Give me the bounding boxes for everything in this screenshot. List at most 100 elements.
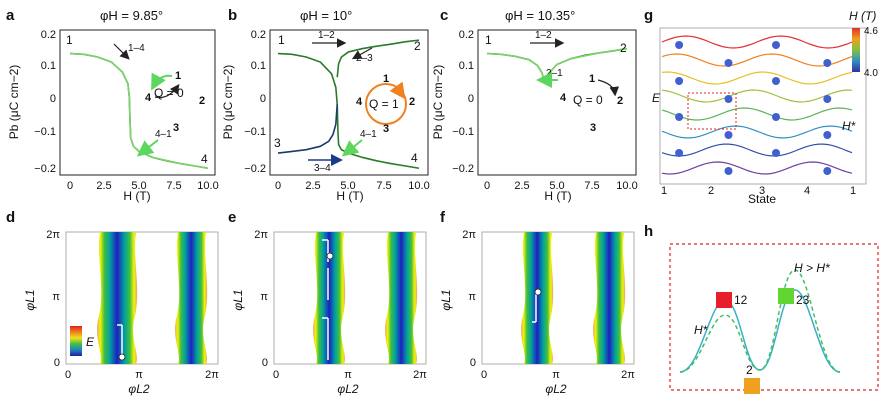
energy-legend-bar [70, 326, 82, 356]
hgt-label: H > H* [794, 261, 830, 275]
x-tick-label: 7.5 [584, 180, 599, 192]
x-tick-label: 0 [481, 369, 487, 381]
plot-area-a [69, 52, 209, 170]
y-tick-label: −0.2 [34, 163, 56, 175]
y-axis-label: Pb (μC cm−2) [7, 65, 21, 140]
arrow-label-3-4: 3–4 [314, 163, 331, 174]
y-axis-label: Pb (μC cm−2) [221, 65, 235, 140]
y-tick-label: 0.2 [459, 29, 474, 41]
state-label: 2 [199, 95, 205, 107]
y-axis-label: φL1 [439, 289, 453, 310]
x-axis-label: State [748, 192, 776, 206]
landscape-hgt [679, 269, 841, 373]
energy-stripe [313, 232, 346, 364]
panel-d-label: d [6, 209, 15, 226]
landscape-curve [661, 125, 853, 139]
state-tick: 3 [759, 185, 765, 197]
y-tick-label: −0.2 [244, 163, 266, 175]
green-arrow [151, 72, 173, 91]
energy-stripe [175, 232, 208, 364]
y-tick-labels: 0.2 0.1 0 −0.1 −0.2 [34, 29, 56, 175]
y-axis-label: φL1 [23, 289, 37, 310]
arrow-label-2-3: 2–3 [356, 53, 373, 64]
arrow-label-1-2: 1–2 [318, 30, 335, 41]
y-tick-label: 0.1 [251, 60, 266, 72]
state-dot [675, 149, 684, 157]
panel-c-label: c [440, 7, 448, 24]
series-line-2 [277, 104, 339, 154]
state-label: 1 [278, 33, 285, 47]
orange-loop [365, 83, 407, 125]
state-dot [772, 113, 780, 121]
y-tick-label: π [468, 291, 476, 303]
panel-a-title: φH = 9.85° [100, 8, 163, 23]
state-label: 2 [409, 96, 415, 108]
arrow-2-3 [351, 47, 373, 60]
y-tick-label: 2π [462, 229, 476, 241]
state-label: 2 [620, 41, 627, 55]
axes-frame [269, 29, 429, 176]
state-label: 2 [617, 95, 623, 107]
plot-area-b [277, 39, 420, 170]
y-tick-label: 2π [254, 229, 268, 241]
highlight-box [687, 92, 737, 130]
state-dot [823, 131, 832, 139]
panel-b-title: φH = 10° [300, 8, 352, 23]
landscape-curve [661, 143, 853, 157]
state-label: 3 [173, 122, 179, 134]
axes-frame [273, 231, 427, 365]
x-tick-label: 2π [205, 369, 219, 381]
state-dot [772, 149, 780, 157]
panel-d: d E 2π π 0 0 π 2π φL1 φL2 [6, 209, 219, 396]
state-marker [326, 252, 334, 260]
x-tick-label: 2π [413, 369, 427, 381]
state-label: 3 [274, 136, 281, 150]
path-trace [532, 292, 537, 323]
arrow-label-4-1: 4–1 [360, 129, 377, 140]
x-tick-label: π [552, 369, 560, 381]
panel-g-label: g [644, 7, 653, 24]
x-tick-label: 10.0 [197, 180, 218, 192]
state-dot [675, 77, 684, 85]
x-tick-label: 0 [484, 180, 490, 192]
state-label: 1 [175, 70, 181, 82]
loop-arrowhead [389, 81, 406, 100]
black-arrow [597, 79, 620, 97]
y-tick-label: −0.1 [452, 126, 474, 138]
x-tick-label: 5.0 [131, 180, 146, 192]
y-tick-label: π [52, 291, 60, 303]
arrow-label-4-1: 4–1 [155, 129, 172, 140]
state-dot [772, 77, 780, 85]
box-label-12: 12 [734, 293, 748, 307]
state-label: 4 [411, 151, 418, 165]
black-arrow [154, 84, 180, 99]
state-label: 1 [589, 73, 595, 85]
state-dot [675, 41, 684, 49]
x-tick-label: 7.5 [376, 180, 391, 192]
y-tick-label: 0 [260, 93, 266, 105]
state-tick: 1 [661, 185, 667, 197]
colorbar-max: 4.6 [864, 26, 878, 37]
state-dot [823, 59, 832, 67]
x-tick-label: 2.5 [96, 180, 111, 192]
axes-frame [59, 29, 216, 176]
landscape-curve [661, 107, 853, 121]
y-tick-label: 0 [468, 93, 474, 105]
colorbar-title: H (T) [849, 9, 876, 23]
x-axis-label: H (T) [544, 189, 571, 203]
state-label: 1 [485, 33, 492, 47]
x-tick-label: 2.5 [514, 180, 529, 192]
axes-frame [477, 29, 637, 176]
landscape-curve [661, 53, 853, 67]
x-tick-label: 0 [275, 180, 281, 192]
landscape-curve [661, 161, 853, 175]
x-axis-label: φL2 [337, 382, 359, 396]
y-tick-label: 0 [470, 357, 476, 369]
x-tick-label: 2.5 [305, 180, 320, 192]
y-axis-label: E [652, 91, 661, 105]
marker-12 [716, 292, 732, 308]
state-dot [724, 167, 733, 175]
x-tick-label: 5.0 [340, 180, 355, 192]
x-tick-label: π [135, 369, 143, 381]
state-label: 3 [383, 123, 389, 135]
